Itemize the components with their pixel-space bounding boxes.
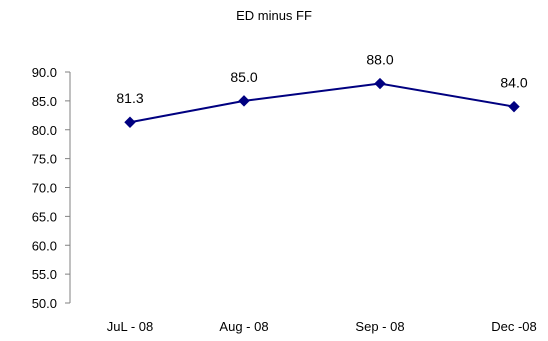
data-point-marker (508, 100, 520, 113)
chart-title: ED minus FF (236, 8, 312, 23)
data-label: 85.0 (230, 69, 257, 85)
data-label: 88.0 (366, 52, 393, 68)
data-labels: 81.3 85.0 88.0 84.0 (116, 52, 527, 107)
y-tick-label: 85.0 (32, 94, 57, 109)
y-tick-label: 75.0 (32, 152, 57, 167)
x-tick-label: Sep - 08 (355, 319, 404, 334)
y-tick-label: 65.0 (32, 209, 57, 224)
data-label: 81.3 (116, 90, 143, 106)
series-line (129, 82, 515, 124)
x-tick-label: JuL - 08 (107, 319, 154, 334)
y-tick-label: 80.0 (32, 123, 57, 138)
data-label: 84.0 (500, 75, 527, 91)
series-group (124, 77, 520, 128)
data-point-marker (124, 116, 136, 128)
data-point-marker (238, 95, 250, 107)
y-tick-label: 90.0 (32, 65, 57, 80)
y-tick-label: 60.0 (32, 238, 57, 253)
x-axis-ticks: JuL - 08 Aug - 08 Sep - 08 Dec -08 (107, 319, 537, 334)
x-tick-label: Dec -08 (491, 319, 537, 334)
y-tick-label: 70.0 (32, 181, 57, 196)
y-axis-ticks: 50.0 55.0 60.0 65.0 70.0 75.0 80.0 85.0 90.0 (32, 65, 70, 311)
data-point-marker (374, 77, 386, 90)
y-tick-label: 55.0 (32, 267, 57, 282)
x-tick-label: Aug - 08 (219, 319, 268, 334)
y-tick-label: 50.0 (32, 296, 57, 311)
